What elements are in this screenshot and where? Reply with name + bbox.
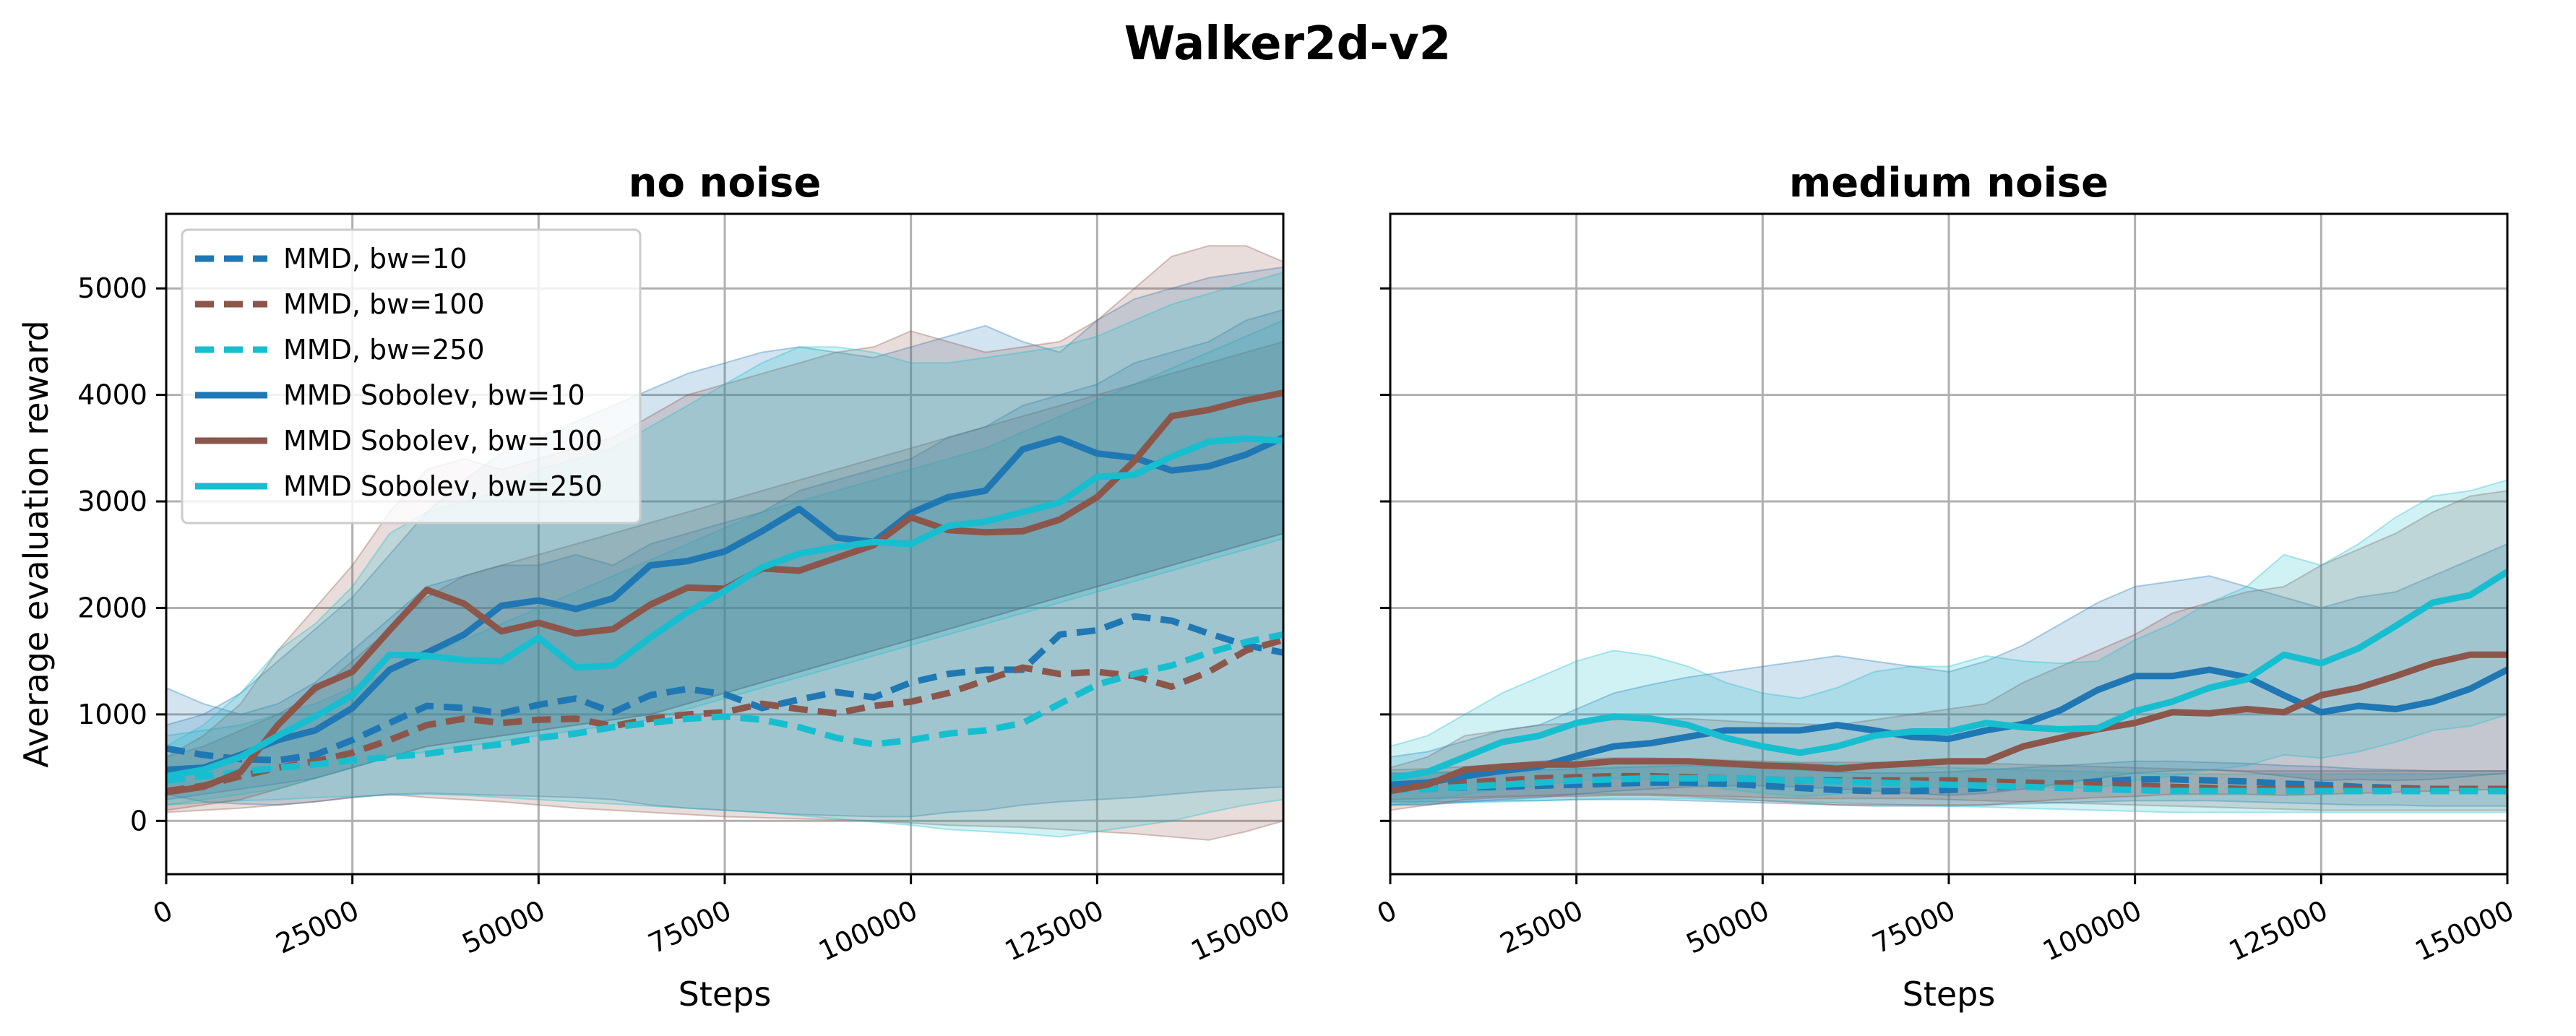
series-line-2: [1390, 774, 2507, 795]
series-line-5: [166, 435, 1283, 780]
series-line-1: [166, 636, 1283, 795]
x-tick-label: 25000: [1495, 894, 1588, 960]
legend-label-5: MMD Sobolev, bw=250: [283, 470, 603, 502]
x-tick-label: 25000: [271, 894, 363, 960]
y-tick-label: 1000: [77, 699, 147, 730]
y-tick-label: 3000: [77, 485, 147, 517]
x-axis-label: Steps: [1903, 975, 1996, 1014]
x-tick-label: 150000: [1186, 894, 1295, 967]
series-line-5: [1390, 569, 2507, 782]
panel-medium-noise: 0 25000 50000 75000 100000 125000 150000 medium…: [1372, 160, 2519, 1014]
x-tick-label: 75000: [1867, 894, 1960, 960]
y-tick-label: 2000: [77, 592, 147, 623]
plot-area: [1390, 479, 2507, 813]
legend-label-3: MMD Sobolev, bw=10: [283, 379, 585, 411]
legend-label-1: MMD, bw=100: [283, 288, 485, 320]
confidence-band-0: [166, 308, 1283, 818]
figure-title: Walker2d-v2: [1124, 17, 1451, 71]
plot-area: [166, 245, 1283, 841]
series-line-0: [1390, 776, 2507, 795]
confidence-band-4: [1390, 490, 2507, 811]
x-tick-label: 0: [148, 894, 178, 931]
panel-title: medium noise: [1789, 160, 2108, 207]
legend: MMD, bw=10 MMD, bw=100 MMD, bw=250 MMD Sobo…: [181, 228, 642, 525]
legend-label-4: MMD Sobolev, bw=100: [283, 425, 603, 457]
panel-title: no noise: [629, 160, 822, 207]
y-tick-label: 5000: [77, 272, 147, 304]
series-line-3: [166, 434, 1283, 773]
legend-label-2: MMD, bw=250: [283, 334, 485, 366]
legend-label-0: MMD, bw=10: [283, 243, 467, 275]
legend-box: [181, 228, 642, 525]
series-line-4: [1390, 651, 2507, 795]
x-tick-label: 125000: [1000, 894, 1108, 967]
x-tick-label: 100000: [2038, 894, 2146, 967]
x-tick-label: 150000: [2411, 894, 2519, 967]
series-line-2: [166, 631, 1283, 784]
x-tick-label: 50000: [1681, 894, 1774, 960]
x-tick-label: 125000: [2224, 894, 2332, 967]
y-tick-label: 4000: [77, 379, 147, 411]
x-tick-label: 100000: [814, 894, 922, 967]
series-line-3: [1390, 666, 2507, 788]
y-tick-label: 0: [130, 805, 147, 837]
x-tick-label: 75000: [643, 894, 736, 960]
x-axis-label: Steps: [679, 975, 772, 1014]
x-tick-label: 0: [1372, 894, 1402, 931]
y-axis-label: Average evaluation reward: [17, 320, 56, 767]
series-line-0: [166, 613, 1283, 764]
x-tick-label: 50000: [457, 894, 550, 960]
